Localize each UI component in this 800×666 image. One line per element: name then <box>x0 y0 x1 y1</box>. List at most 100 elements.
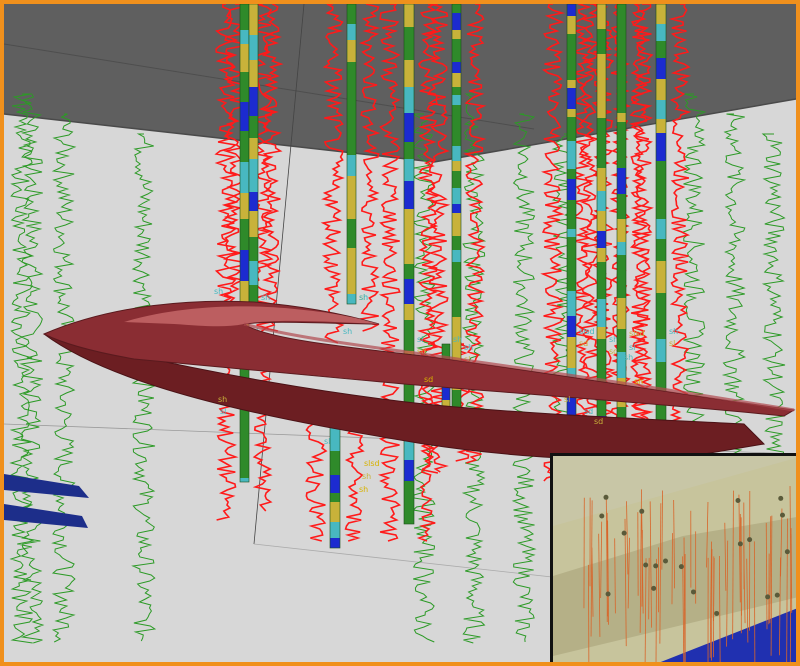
lithology-band <box>617 219 626 242</box>
lithology-band <box>597 4 606 29</box>
inset-well-trace <box>607 520 609 625</box>
well-tick-label: sh <box>453 335 462 344</box>
geobody[interactable] <box>42 300 796 460</box>
lithology-band <box>347 272 356 294</box>
blue-slab <box>4 504 88 528</box>
well-tick-label: sl <box>669 339 675 348</box>
well-tick-label: sh <box>261 293 270 302</box>
3d-scene[interactable]: slshshshslshshslsdshslslsdsdshsdslshslsh… <box>4 4 796 662</box>
lithology-label: sh <box>624 353 633 362</box>
inset-well-marker <box>605 591 611 597</box>
lithology-band <box>330 424 340 451</box>
inset-well-trace <box>765 522 768 630</box>
lithology-band <box>567 229 576 237</box>
lithology-band <box>597 191 606 211</box>
lithology-band <box>404 4 414 27</box>
lithology-band <box>249 138 258 159</box>
lithology-band <box>452 87 461 95</box>
lithology-band <box>567 200 576 229</box>
well-tick-label: sh <box>343 327 352 336</box>
lithology-label: sh <box>362 472 371 481</box>
lithology-band <box>347 62 356 78</box>
lithology-band <box>452 105 461 117</box>
inset-well-marker <box>621 530 627 536</box>
inset-well-marker <box>643 562 649 568</box>
lithology-band <box>404 50 414 60</box>
inset-well-trace <box>753 541 756 662</box>
lithology-band <box>567 4 576 16</box>
lithology-band <box>404 181 414 209</box>
red-log-curve <box>416 4 440 542</box>
red-log-curve <box>344 423 365 542</box>
lithology-band <box>567 237 576 247</box>
lithology-band <box>617 194 626 219</box>
well-tick-label: sd <box>579 339 588 348</box>
lithology-band <box>404 304 414 320</box>
lithology-band <box>656 24 666 41</box>
inset-well-marker <box>651 585 657 591</box>
lithology-band <box>617 168 626 194</box>
lithology-band <box>452 180 461 188</box>
inset-well-trace <box>626 501 629 575</box>
red-log-curve <box>668 4 692 449</box>
lithology-band <box>404 320 414 351</box>
lithology-band <box>240 30 249 44</box>
green-log-curve <box>19 93 45 644</box>
lithology-band <box>617 298 626 329</box>
lithology-band <box>404 113 414 142</box>
lithology-band <box>347 111 356 140</box>
lithology-band <box>597 280 606 299</box>
well-tick-label: sh <box>669 327 678 336</box>
well-column[interactable]: sh <box>248 4 270 305</box>
lithology-band <box>240 426 249 459</box>
lithology-band <box>404 27 414 50</box>
lithology-band <box>452 73 461 87</box>
lithology-band <box>617 352 626 378</box>
lithology-band <box>617 113 626 122</box>
lithology-band <box>404 87 414 113</box>
lithology-band <box>567 60 576 80</box>
inset-well-trace <box>706 501 709 568</box>
inset-well-marker <box>603 494 609 500</box>
inset-well-trace <box>591 547 594 617</box>
lithology-band <box>404 508 414 524</box>
well-tick-label: sh <box>359 293 368 302</box>
lithology-band <box>656 324 666 339</box>
lithology-band <box>597 327 606 339</box>
lithology-band <box>617 152 626 168</box>
red-log-curve <box>261 4 284 332</box>
lithology-band <box>597 231 606 248</box>
lithology-label: sh <box>214 287 223 296</box>
inset-well-trace <box>673 499 675 589</box>
lithology-band <box>567 16 576 34</box>
geobody-highlight <box>124 306 379 327</box>
well-tick-label: sh <box>359 293 368 302</box>
lithology-label: sd <box>424 375 433 384</box>
lithology-band <box>347 24 356 40</box>
lithology-band <box>656 293 666 324</box>
lithology-band <box>617 266 626 298</box>
lithology-label: sl <box>564 395 570 404</box>
inset-well-marker <box>774 592 780 598</box>
inset-well-marker <box>678 564 684 570</box>
lithology-band <box>567 390 576 419</box>
lithology-label: slsd <box>364 459 380 468</box>
lithology-band <box>567 141 576 169</box>
lithology-band <box>452 47 461 62</box>
lithology-band <box>617 255 626 266</box>
lithology-band <box>347 230 356 240</box>
lithology-band <box>347 240 356 248</box>
lithology-band <box>597 118 606 146</box>
green-log-curve <box>9 93 35 644</box>
well-tick-label: sl <box>359 293 365 302</box>
lithology-band <box>404 264 414 279</box>
lithology-band <box>240 459 249 478</box>
lithology-band <box>347 155 356 176</box>
lithology-band <box>330 493 340 502</box>
lithology-band <box>452 345 461 361</box>
lithology-band <box>240 219 249 250</box>
geobody-lower <box>43 333 766 460</box>
overview-inset[interactable] <box>550 453 796 662</box>
